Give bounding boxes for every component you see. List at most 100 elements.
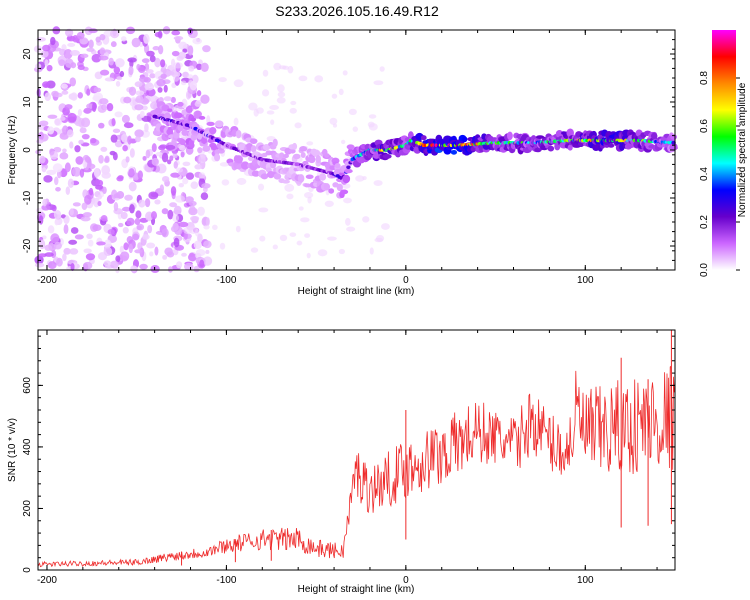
heatmap-cell xyxy=(38,215,44,225)
heatmap-cell xyxy=(117,222,124,228)
heatmap-cell xyxy=(81,202,88,211)
heatmap-cell xyxy=(214,120,224,128)
heatmap-cell xyxy=(190,181,199,189)
heatmap-x-tick-label: -100 xyxy=(216,275,236,286)
heatmap-cell xyxy=(92,102,97,113)
heatmap-cell xyxy=(209,126,217,135)
heatmap-cell xyxy=(149,55,156,63)
heatmap-cell xyxy=(165,144,176,150)
heatmap-cell xyxy=(104,77,115,82)
heatmap-cell xyxy=(171,30,181,36)
figure-title: S233.2026.105.16.49.R12 xyxy=(275,3,439,19)
heatmap-cell xyxy=(93,168,100,178)
heatmap-cell xyxy=(369,247,374,255)
heatmap-cell xyxy=(67,129,74,138)
heatmap-cell xyxy=(69,49,80,56)
heatmap-cell xyxy=(346,226,356,232)
heatmap-cell xyxy=(269,161,277,169)
heatmap-cell xyxy=(420,135,427,141)
heatmap-cell xyxy=(197,147,203,154)
heatmap-cell xyxy=(348,108,357,116)
heatmap-cell xyxy=(120,211,128,220)
snr-y-tick-label: 0 xyxy=(22,567,33,573)
heatmap-cell xyxy=(75,156,84,165)
heatmap-cell xyxy=(63,247,71,255)
heatmap-cell xyxy=(296,240,303,246)
heatmap-cell xyxy=(64,28,74,37)
heatmap-cell xyxy=(79,127,87,134)
heatmap-cell xyxy=(129,148,135,158)
heatmap-cell xyxy=(146,242,156,249)
snr-y-tick-label: 400 xyxy=(22,438,33,455)
heatmap-cell xyxy=(107,229,115,235)
heatmap-cell xyxy=(194,110,201,119)
heatmap-cell xyxy=(235,225,241,233)
heatmap-cell xyxy=(86,103,94,109)
heatmap-x-tick-label: 100 xyxy=(577,275,594,286)
heatmap-cell xyxy=(373,80,384,86)
heatmap-cell xyxy=(115,58,125,68)
heatmap-cell xyxy=(374,237,384,243)
heatmap-cell xyxy=(282,153,289,159)
heatmap-cell xyxy=(298,75,308,82)
heatmap-cell xyxy=(127,57,137,63)
heatmap-cell xyxy=(340,139,346,145)
heatmap-cell xyxy=(189,205,196,214)
heatmap-cell xyxy=(205,249,210,254)
heatmap-cell xyxy=(152,46,160,51)
heatmap-cell xyxy=(547,145,555,152)
heatmap-cell xyxy=(59,116,66,121)
heatmap-cell xyxy=(99,47,106,56)
heatmap-cell xyxy=(338,88,344,96)
heatmap-cell xyxy=(85,253,96,261)
heatmap-cell xyxy=(250,145,257,153)
snr-y-tick-label: 600 xyxy=(22,377,33,394)
heatmap-cell xyxy=(292,142,298,150)
heatmap-cell xyxy=(63,49,73,59)
heatmap-cell xyxy=(173,237,180,248)
heatmap-cell xyxy=(71,166,82,177)
heatmap-cell xyxy=(116,76,123,81)
heatmap-cell xyxy=(248,102,258,111)
heatmap-cell xyxy=(273,62,282,71)
heatmap-cell xyxy=(218,77,227,83)
heatmap-cell xyxy=(382,154,392,159)
heatmap-cell xyxy=(112,128,121,133)
heatmap-cell xyxy=(74,145,81,153)
colorbar-tick-label: 0.0 xyxy=(699,263,710,277)
heatmap-cell xyxy=(270,119,275,125)
heatmap-cell xyxy=(346,165,351,170)
heatmap-cell xyxy=(47,126,55,135)
heatmap-cell xyxy=(308,156,316,164)
snr-x-tick-label: 0 xyxy=(403,575,409,586)
heatmap-cell xyxy=(272,244,278,250)
heatmap-cell xyxy=(261,89,270,97)
heatmap-cell xyxy=(368,114,377,119)
heatmap-cell xyxy=(250,247,259,253)
heatmap-cell xyxy=(154,246,159,256)
heatmap-cell xyxy=(298,206,304,211)
heatmap-cell xyxy=(95,87,102,93)
heatmap-cell xyxy=(50,233,60,244)
heatmap-cell xyxy=(272,138,278,147)
heatmap-cell xyxy=(142,155,147,161)
heatmap-cell xyxy=(82,212,92,218)
heatmap-cell xyxy=(61,83,68,89)
heatmap-cell xyxy=(122,226,129,234)
heatmap-cell xyxy=(178,145,186,151)
heatmap-cell xyxy=(135,95,144,104)
heatmap-cell xyxy=(80,117,91,128)
heatmap-cell xyxy=(49,148,55,156)
heatmap-cell xyxy=(194,101,202,107)
heatmap-cell xyxy=(170,186,177,196)
heatmap-cell xyxy=(157,113,166,118)
heatmap-cell xyxy=(56,257,63,267)
heatmap-cell xyxy=(92,224,102,231)
heatmap-cell xyxy=(154,107,163,114)
heatmap-cell xyxy=(149,251,154,257)
colorbar-label: Normalized spectral amplitude xyxy=(737,82,748,217)
colorbar-tick-label: 0.8 xyxy=(699,71,710,85)
heatmap-cell xyxy=(135,90,145,96)
heatmap-cell xyxy=(113,66,121,75)
heatmap-cell xyxy=(373,180,383,187)
